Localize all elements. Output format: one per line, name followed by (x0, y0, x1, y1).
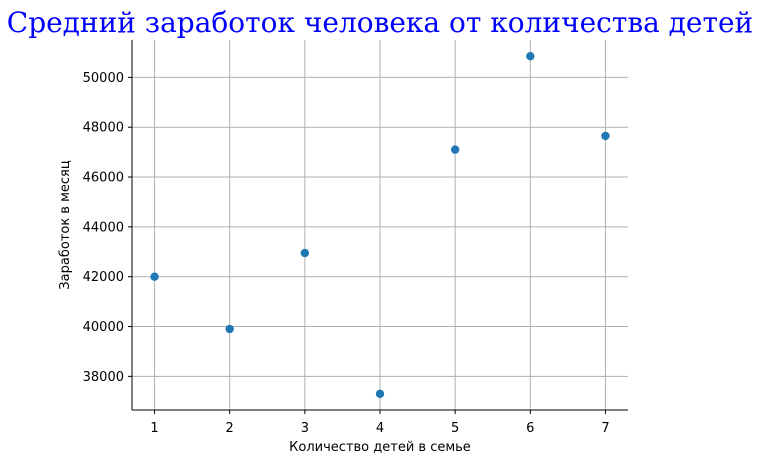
y-axis-ticks: 38000 40000 42000 44000 46000 48000 50000 (83, 71, 132, 385)
x-tick-label: 3 (301, 421, 309, 436)
data-point (225, 324, 234, 334)
chart-title: Средний заработок человека от количества… (7, 6, 753, 39)
data-point (601, 131, 610, 141)
data-point (526, 51, 535, 61)
data-points (150, 51, 610, 399)
y-axis-label: Заработок в месяц (58, 160, 73, 290)
x-axis-ticks: 1 2 3 4 5 6 7 (150, 410, 610, 436)
x-tick-label: 6 (526, 421, 534, 436)
data-point (375, 389, 385, 399)
data-point (450, 145, 460, 154)
x-tick-label: 1 (150, 421, 158, 436)
y-tick-label: 38000 (83, 370, 124, 385)
data-point (150, 272, 159, 281)
x-tick-label: 7 (601, 421, 609, 436)
x-tick-label: 2 (226, 421, 234, 436)
grid (132, 40, 628, 410)
x-axis-label: Количество детей в семье (289, 440, 471, 455)
x-tick-label: 4 (376, 421, 384, 436)
y-tick-label: 40000 (83, 320, 124, 335)
x-tick-label: 5 (451, 421, 459, 436)
y-tick-label: 42000 (83, 270, 124, 285)
data-point (300, 248, 310, 258)
y-tick-label: 50000 (83, 71, 124, 86)
y-tick-label: 46000 (83, 171, 124, 186)
y-tick-label: 48000 (83, 121, 124, 136)
y-tick-label: 44000 (83, 220, 124, 235)
